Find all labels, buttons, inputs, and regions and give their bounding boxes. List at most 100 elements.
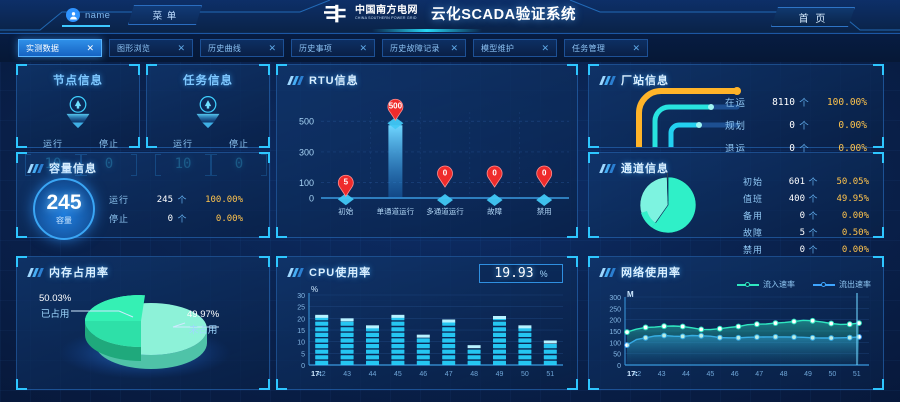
corner-decoration [567,256,578,267]
svg-text:43: 43 [658,371,666,378]
corner-decoration [259,137,270,148]
slash-decoration-icon [287,75,304,85]
close-icon[interactable]: ✕ [177,42,185,53]
tab-4[interactable]: 历史故障记录 ✕ [382,39,466,57]
table-row: 禁用 0 个 0.00% [743,243,869,256]
memory-pie-chart [59,295,231,379]
corner-decoration [259,256,270,267]
svg-text:多通道运行: 多通道运行 [426,206,464,216]
svg-text:100: 100 [299,178,314,188]
row-percent: 50.05% [836,176,869,187]
row-value: 0 [789,119,795,131]
corner-decoration [567,64,578,75]
tab-2[interactable]: 历史曲线 ✕ [200,39,284,57]
corner-decoration [16,379,27,390]
corner-decoration [588,152,599,163]
corner-decoration [259,379,270,390]
network-chart: M 0 50 100 150 200 250 300 42 43 44 45 46 47 48 49 50 51 1… [609,290,869,378]
close-icon[interactable]: ✕ [450,42,458,53]
svg-text:47: 47 [445,371,453,378]
table-row: 值班 400 个 49.95% [743,192,869,205]
legend-item-outbound[interactable]: 流出速率 [813,279,871,290]
panel-title: 内存占用率 [17,257,269,280]
svg-text:44: 44 [682,371,690,378]
channel-rows: 初始 601 个 50.05% 值班 400 个 49.95% 备用 0 个 0.00% 故障 5 个 0.5… [743,175,869,256]
row-percent: 0.50% [841,227,869,238]
brand-name-en: CHINA SOUTHERN POWER GRID [355,16,417,21]
corner-decoration [16,152,27,163]
panel-channel-info: 通道信息 初始 601 个 50.05% 值班 400 个 49.95% 备用 0 个 0.00% 故障… [588,152,884,255]
svg-text:51: 51 [853,371,861,378]
panel-title: 网络使用率 [589,257,883,280]
table-row: 在运 8110 个 100.00% [725,95,867,110]
row-value: 0 [789,142,795,154]
tab-3[interactable]: 历史事项 ✕ [291,39,375,57]
user-block[interactable]: name [66,8,110,22]
row-key: 运行 [109,195,130,205]
corner-decoration [873,379,884,390]
row-percent: 0.00% [838,142,867,154]
corner-decoration [567,227,578,238]
tab-label: 任务管理 [572,43,606,53]
svg-text:17:: 17: [627,369,638,378]
corner-decoration [588,227,599,238]
row-percent: 0.00% [841,244,869,255]
stat-label: 停止 [98,139,119,149]
svg-text:46: 46 [731,371,739,378]
legend-marker-icon [737,281,759,288]
app-header: name 菜 单 中国南方电网 CHINA SOUTHERN POWER GRI… [0,0,900,34]
capacity-gauge-value: 245 [46,191,82,214]
row-key: 值班 [743,194,764,204]
svg-text:初始: 初始 [338,206,353,216]
svg-text:51: 51 [546,371,554,378]
row-unit: 个 [799,98,809,109]
corner-decoration [567,379,578,390]
panel-cpu-usage: CPU使用率 19.93 % % 0 5 10 15 20 25 30 17: 42 43 44 45 4… [276,256,578,390]
corner-decoration [276,379,287,390]
panel-title-text: 内存占用率 [49,267,109,279]
row-unit: 个 [808,228,818,238]
slash-decoration-icon [599,75,616,85]
svg-text:50: 50 [613,352,621,359]
close-icon[interactable]: ✕ [86,42,94,53]
close-icon[interactable]: ✕ [632,42,640,53]
svg-text:46: 46 [419,371,427,378]
corner-decoration [259,227,270,238]
row-unit: 个 [799,144,809,155]
row-percent: 100.00% [205,194,243,205]
callout-percent: 50.03% [39,293,72,304]
svg-text:100: 100 [609,340,621,347]
row-key: 备用 [743,211,764,221]
corner-decoration [16,137,27,148]
station-rows: 在运 8110 个 100.00% 规划 0 个 0.00% 退运 0 个 0.… [725,95,867,156]
tab-label: 模型维护 [481,43,515,53]
svg-text:5: 5 [301,351,305,358]
capacity-rows: 运行 245 个 100.00% 停止 0 个 0.00% [109,193,243,225]
svg-text:42: 42 [318,371,326,378]
menu-button[interactable]: 菜 单 [128,5,202,25]
panel-title: 任务信息 [147,65,269,88]
panel-capacity-info: 容量信息 245 容量 运行 245 个 100.00% 停止 0 个 0.00… [16,152,270,240]
legend-item-inbound[interactable]: 流入速率 [737,279,795,290]
panel-title: 容量信息 [17,153,269,176]
row-unit: 个 [808,245,818,255]
close-icon[interactable]: ✕ [541,42,549,53]
svg-text:500: 500 [389,102,403,111]
cpu-usage-value: 19.93 [494,266,534,281]
slash-decoration-icon [599,267,616,277]
tab-label: 实测数据 [26,43,60,53]
tab-5[interactable]: 模型维护 ✕ [473,39,557,57]
table-row: 初始 601 个 50.05% [743,175,869,188]
corner-decoration [873,152,884,163]
tab-6[interactable]: 任务管理 ✕ [564,39,648,57]
tab-bar: 实测数据 ✕ 图形浏览 ✕ 历史曲线 ✕ 历史事项 ✕ 历史故障记录 ✕ 模型维护 ✕ 任务管理 ✕ [0,34,900,62]
row-value: 0 [167,213,173,224]
tab-0[interactable]: 实测数据 ✕ [18,39,102,57]
panel-title: 厂站信息 [589,65,883,88]
close-icon[interactable]: ✕ [268,42,276,53]
corner-decoration [873,256,884,267]
home-button[interactable]: 首 页 [771,7,855,27]
close-icon[interactable]: ✕ [359,42,367,53]
tab-1[interactable]: 图形浏览 ✕ [109,39,193,57]
